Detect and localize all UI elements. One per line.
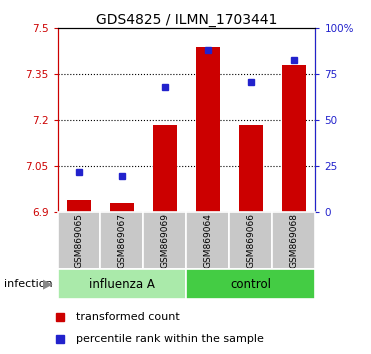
- Text: GSM869069: GSM869069: [160, 213, 170, 268]
- Title: GDS4825 / ILMN_1703441: GDS4825 / ILMN_1703441: [96, 13, 277, 27]
- Text: infection: infection: [4, 279, 52, 289]
- Bar: [187, 269, 315, 299]
- Bar: [229, 212, 272, 269]
- Bar: [101, 212, 144, 269]
- Bar: [110, 203, 134, 212]
- Text: ▶: ▶: [43, 278, 53, 291]
- Text: control: control: [230, 278, 272, 291]
- Bar: [58, 269, 187, 299]
- Text: percentile rank within the sample: percentile rank within the sample: [76, 334, 263, 344]
- Text: GSM869064: GSM869064: [203, 213, 213, 268]
- Bar: [272, 212, 315, 269]
- Bar: [153, 125, 177, 212]
- Bar: [144, 212, 186, 269]
- Bar: [58, 212, 101, 269]
- Text: transformed count: transformed count: [76, 312, 179, 322]
- Text: GSM869067: GSM869067: [118, 213, 127, 268]
- Text: GSM869066: GSM869066: [246, 213, 255, 268]
- Bar: [187, 212, 229, 269]
- Bar: [196, 47, 220, 212]
- Bar: [67, 200, 91, 212]
- Text: influenza A: influenza A: [89, 278, 155, 291]
- Bar: [239, 125, 263, 212]
- Text: GSM869065: GSM869065: [75, 213, 83, 268]
- Bar: [282, 65, 306, 212]
- Text: GSM869068: GSM869068: [289, 213, 298, 268]
